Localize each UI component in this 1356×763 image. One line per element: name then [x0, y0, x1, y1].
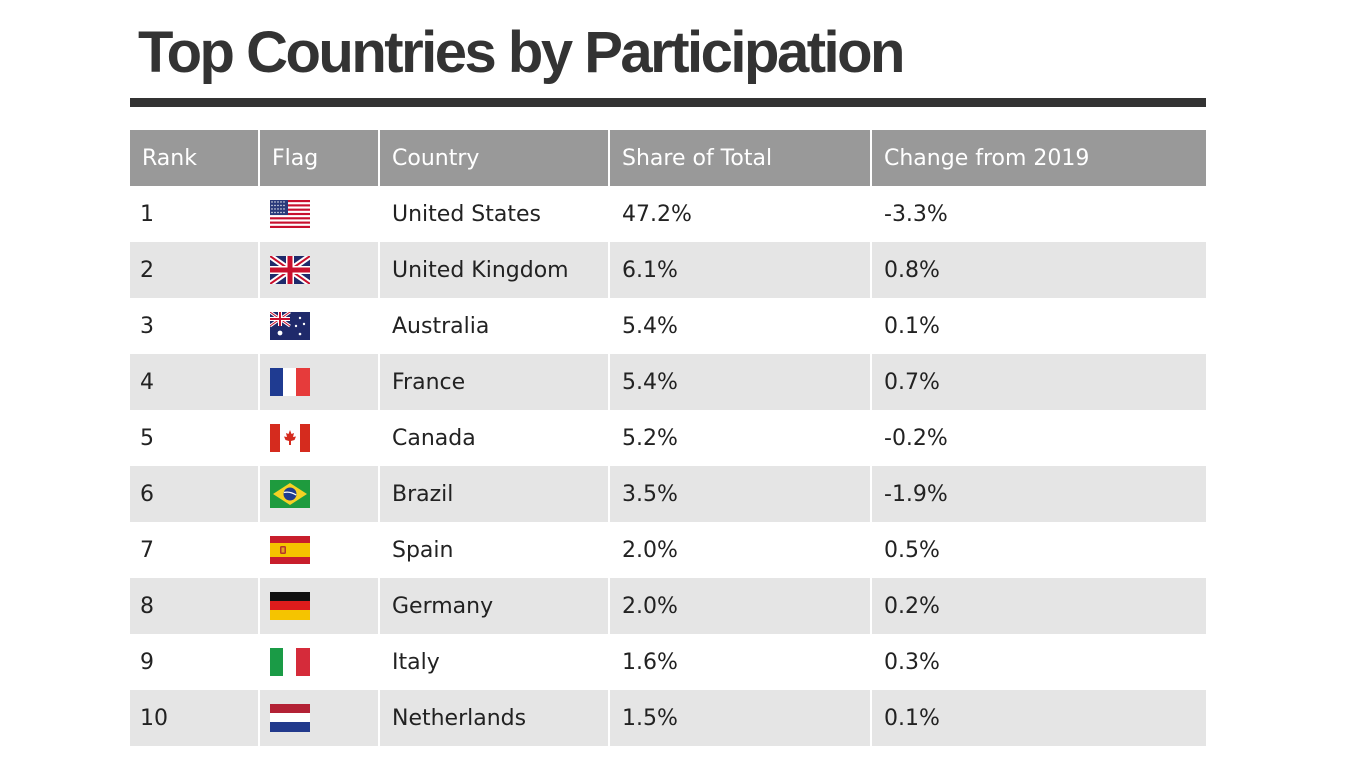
country-cell: Spain — [378, 522, 609, 578]
france-flag-icon — [270, 368, 378, 396]
share-cell: 5.4% — [608, 354, 871, 410]
flag-cell — [258, 242, 379, 298]
share-cell: 1.6% — [608, 634, 871, 690]
uk-flag-icon — [270, 256, 378, 284]
change-cell: 0.1% — [870, 298, 1206, 354]
table-header-row: Rank Flag Country Share of Total Change … — [130, 130, 1206, 186]
australia-flag-icon — [270, 312, 378, 340]
title-divider — [130, 98, 1206, 107]
change-cell: -0.2% — [870, 410, 1206, 466]
flag-cell — [258, 690, 379, 746]
table-row: 9 Italy 1.6% 0.3% — [130, 634, 1206, 690]
country-cell: United States — [378, 186, 609, 242]
page-title: Top Countries by Participation — [138, 20, 905, 85]
rank-cell: 4 — [130, 354, 259, 410]
share-cell: 6.1% — [608, 242, 871, 298]
header-change: Change from 2019 — [870, 130, 1206, 186]
table-row: 6 Brazil 3.5% -1.9% — [130, 466, 1206, 522]
change-cell: -3.3% — [870, 186, 1206, 242]
spain-flag-icon — [270, 536, 378, 564]
rank-cell: 3 — [130, 298, 259, 354]
country-cell: Italy — [378, 634, 609, 690]
header-share: Share of Total — [608, 130, 871, 186]
country-cell: Netherlands — [378, 690, 609, 746]
table-row: 1 United States 47.2% -3.3% — [130, 186, 1206, 242]
change-cell: 0.3% — [870, 634, 1206, 690]
brazil-flag-icon — [270, 480, 378, 508]
share-cell: 2.0% — [608, 578, 871, 634]
share-cell: 3.5% — [608, 466, 871, 522]
flag-cell — [258, 466, 379, 522]
share-cell: 2.0% — [608, 522, 871, 578]
rank-cell: 9 — [130, 634, 259, 690]
table-row: 10 Netherlands 1.5% 0.1% — [130, 690, 1206, 746]
rank-cell: 2 — [130, 242, 259, 298]
share-cell: 5.4% — [608, 298, 871, 354]
rank-cell: 8 — [130, 578, 259, 634]
rank-cell: 10 — [130, 690, 259, 746]
table-row: 5 Canada 5.2% -0.2% — [130, 410, 1206, 466]
country-cell: France — [378, 354, 609, 410]
change-cell: 0.1% — [870, 690, 1206, 746]
header-country: Country — [378, 130, 609, 186]
flag-cell — [258, 578, 379, 634]
country-cell: United Kingdom — [378, 242, 609, 298]
change-cell: -1.9% — [870, 466, 1206, 522]
flag-cell — [258, 410, 379, 466]
us-flag-icon — [270, 200, 378, 228]
flag-cell — [258, 522, 379, 578]
share-cell: 47.2% — [608, 186, 871, 242]
italy-flag-icon — [270, 648, 378, 676]
share-cell: 1.5% — [608, 690, 871, 746]
change-cell: 0.2% — [870, 578, 1206, 634]
netherlands-flag-icon — [270, 704, 378, 732]
rank-cell: 1 — [130, 186, 259, 242]
header-rank: Rank — [130, 130, 259, 186]
rank-cell: 7 — [130, 522, 259, 578]
table-row: 2 United Kingdom 6.1% 0.8% — [130, 242, 1206, 298]
country-cell: Brazil — [378, 466, 609, 522]
flag-cell — [258, 186, 379, 242]
countries-table: Rank Flag Country Share of Total Change … — [130, 130, 1206, 746]
table-row: 4 France 5.4% 0.7% — [130, 354, 1206, 410]
country-cell: Canada — [378, 410, 609, 466]
share-cell: 5.2% — [608, 410, 871, 466]
table-row: 8 Germany 2.0% 0.2% — [130, 578, 1206, 634]
table-body: 1 United States 47.2% -3.3% 2 United Kingdom 6… — [130, 186, 1206, 746]
country-cell: Australia — [378, 298, 609, 354]
flag-cell — [258, 354, 379, 410]
change-cell: 0.7% — [870, 354, 1206, 410]
country-cell: Germany — [378, 578, 609, 634]
change-cell: 0.5% — [870, 522, 1206, 578]
canada-flag-icon — [270, 424, 378, 452]
flag-cell — [258, 298, 379, 354]
germany-flag-icon — [270, 592, 378, 620]
flag-cell — [258, 634, 379, 690]
rank-cell: 6 — [130, 466, 259, 522]
table-row: 3 Australia 5.4% 0.1% — [130, 298, 1206, 354]
change-cell: 0.8% — [870, 242, 1206, 298]
rank-cell: 5 — [130, 410, 259, 466]
header-flag: Flag — [258, 130, 379, 186]
table-row: 7 Spain 2.0% 0.5% — [130, 522, 1206, 578]
